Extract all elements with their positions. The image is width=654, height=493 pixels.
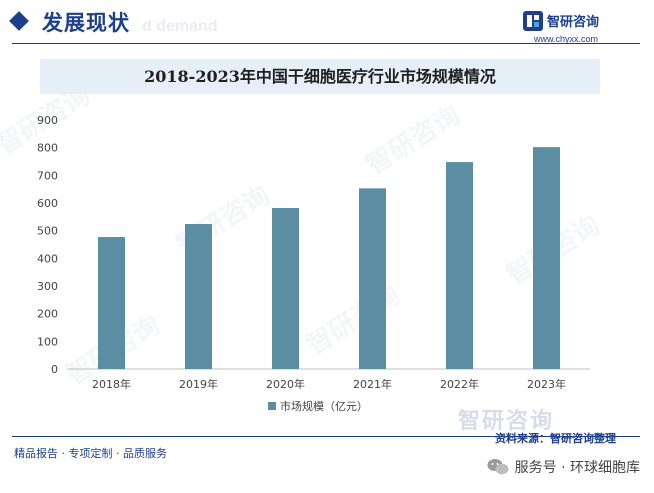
bar	[359, 188, 386, 369]
section-header: d demand 发展现状	[0, 0, 654, 50]
x-tick-label: 2019年	[179, 377, 218, 391]
wechat-account: 服务号 · 环球细胞库	[487, 455, 640, 479]
y-tick-label: 0	[51, 363, 58, 376]
y-tick-label: 900	[37, 114, 58, 127]
brand-logo: 智研咨询 www.chyxx.com	[522, 8, 632, 48]
y-tick-label: 200	[37, 308, 58, 321]
legend-label: 市场规模（亿元）	[280, 399, 368, 413]
brand-mark-icon	[523, 11, 543, 31]
x-tick-label: 2022年	[440, 377, 479, 391]
y-tick-label: 600	[37, 197, 58, 210]
bar	[533, 147, 560, 369]
x-tick-label: 2018年	[92, 377, 131, 391]
footer-divider	[12, 436, 640, 437]
y-tick-label: 700	[37, 169, 58, 182]
x-tick-label: 2021年	[353, 377, 392, 391]
section-title: 发展现状	[42, 10, 130, 35]
footer-slogan: 精品报告 · 专项定制 · 品质服务	[14, 447, 167, 460]
header-ghost-text: d demand	[142, 18, 218, 35]
chart-title: 2018-2023年中国干细胞医疗行业市场规模情况	[144, 67, 496, 86]
brand-name: 智研咨询	[547, 15, 600, 30]
brand-url: www.chyxx.com	[534, 34, 599, 44]
wechat-account-name: 服务号 · 环球细胞库	[514, 460, 640, 476]
wechat-icon	[487, 459, 509, 475]
chart-title-bar: 2018-2023年中国干细胞医疗行业市场规模情况	[40, 59, 600, 94]
legend-swatch	[268, 402, 276, 410]
bar	[446, 162, 473, 369]
x-tick-label: 2020年	[266, 377, 305, 391]
y-tick-label: 800	[37, 142, 58, 155]
y-tick-label: 100	[37, 335, 58, 348]
y-tick-label: 300	[37, 280, 58, 293]
bar	[98, 237, 125, 369]
bar	[272, 207, 299, 369]
y-tick-label: 500	[37, 225, 58, 238]
x-tick-label: 2023年	[527, 377, 566, 391]
bar	[185, 224, 212, 369]
y-tick-label: 400	[37, 252, 58, 265]
watermark-logo-text: 智研咨询	[458, 409, 555, 434]
source-note: 资料来源：智研咨询整理	[495, 432, 616, 445]
header-divider	[12, 43, 640, 44]
